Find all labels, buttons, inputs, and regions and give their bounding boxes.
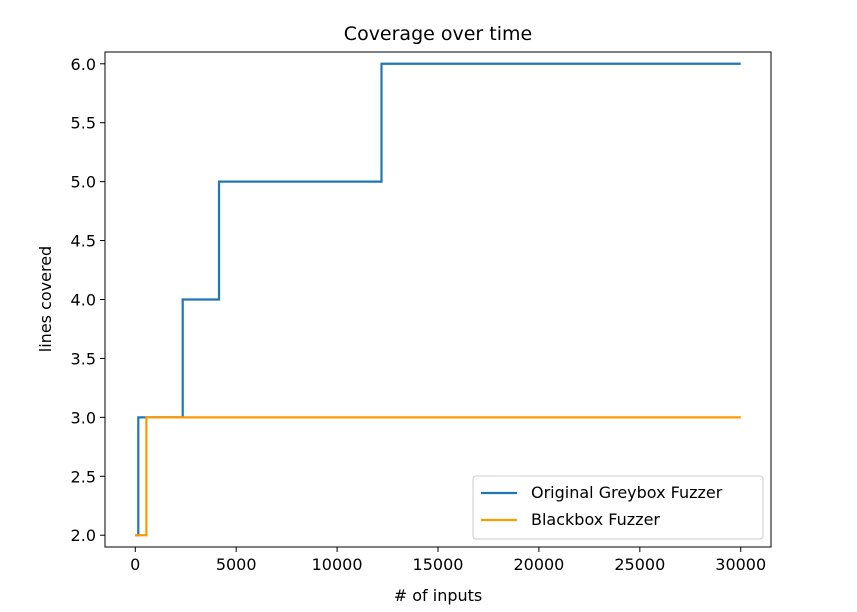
legend: Original Greybox Fuzzer Blackbox Fuzzer bbox=[472, 475, 764, 540]
x-tick-label: 0 bbox=[130, 555, 140, 574]
x-axis-label: # of inputs bbox=[394, 586, 483, 605]
y-tick-label: 3.5 bbox=[71, 349, 96, 368]
x-tick-label: 25000 bbox=[614, 555, 665, 574]
y-tick-label: 5.5 bbox=[71, 114, 96, 133]
y-tick-label: 2.5 bbox=[71, 467, 96, 486]
x-tick-label: 20000 bbox=[513, 555, 564, 574]
y-tick-label: 6.0 bbox=[71, 55, 96, 74]
x-axis-ticks: 0 5000 10000 15000 20000 25000 30000 bbox=[130, 547, 766, 574]
x-tick-label: 10000 bbox=[312, 555, 363, 574]
x-tick-label: 30000 bbox=[715, 555, 766, 574]
series-line-greybox bbox=[135, 62, 741, 537]
series-line-blackbox bbox=[135, 416, 741, 537]
y-tick-label: 5.0 bbox=[71, 173, 96, 192]
x-tick-label: 5000 bbox=[216, 555, 257, 574]
y-tick-label: 4.5 bbox=[71, 232, 96, 251]
chart-title: Coverage over time bbox=[344, 23, 532, 45]
y-tick-label: 2.0 bbox=[71, 526, 96, 545]
series-layer bbox=[135, 62, 741, 537]
legend-label-blackbox: Blackbox Fuzzer bbox=[531, 510, 660, 529]
y-tick-label: 3.0 bbox=[71, 408, 96, 427]
y-axis-label: lines covered bbox=[36, 246, 55, 352]
x-tick-label: 15000 bbox=[413, 555, 464, 574]
y-axis-ticks: 2.0 2.5 3.0 3.5 4.0 4.5 5.0 5.5 6.0 bbox=[71, 55, 105, 545]
y-tick-label: 4.0 bbox=[71, 291, 96, 310]
legend-box bbox=[472, 475, 764, 540]
legend-label-greybox: Original Greybox Fuzzer bbox=[531, 483, 723, 502]
